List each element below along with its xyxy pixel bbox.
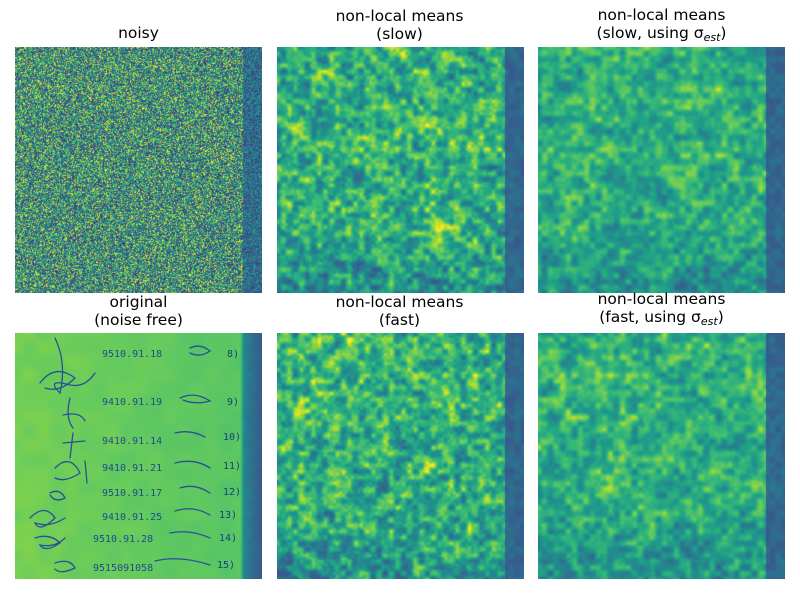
handwritten-date: 9410.91.14 bbox=[102, 436, 163, 447]
title-close: ) bbox=[720, 24, 727, 42]
original-image bbox=[15, 333, 262, 579]
handwriting-scribbles bbox=[29, 337, 212, 573]
title-line: noisy bbox=[118, 24, 159, 42]
image-panel-nlm-fast-est bbox=[538, 333, 785, 579]
noisy-image bbox=[15, 47, 262, 293]
title-line: (noise free) bbox=[94, 311, 183, 329]
row-index: 12) bbox=[223, 487, 242, 498]
title-line: (slow) bbox=[376, 25, 423, 43]
title-line: (fast, using σ bbox=[599, 308, 701, 326]
sigma-subscript: est bbox=[703, 31, 721, 44]
panel-title-nlm-fast: non-local means (fast) bbox=[276, 293, 523, 329]
handwritten-date: 9510.91.18 bbox=[102, 349, 163, 360]
row-index: 9) bbox=[227, 397, 240, 408]
handwritten-date: 9510.91.17 bbox=[102, 488, 163, 499]
nlm-slow-est-image bbox=[538, 47, 785, 293]
title-line: non-local means bbox=[335, 7, 464, 25]
row-index: 13) bbox=[219, 510, 238, 521]
title-line: (fast) bbox=[378, 311, 421, 329]
panel-title-nlm-slow: non-local means (slow) bbox=[276, 7, 523, 43]
title-close: ) bbox=[717, 308, 724, 326]
row-index: 11) bbox=[223, 461, 242, 472]
handwritten-date: 9515091058 bbox=[93, 563, 154, 574]
sigma-subscript: est bbox=[700, 315, 718, 328]
nlm-slow-image bbox=[277, 47, 524, 293]
handwritten-date: 9510.91.28 bbox=[93, 534, 154, 545]
nlm-fast-est-image bbox=[538, 333, 785, 579]
title-line: (slow, using σ bbox=[596, 24, 704, 42]
handwritten-date: 9410.91.25 bbox=[102, 512, 163, 523]
image-panel-noisy bbox=[15, 47, 262, 293]
panel-title-nlm-slow-est: non-local means (slow, using σest) bbox=[538, 6, 785, 44]
image-panel-nlm-slow bbox=[277, 47, 524, 293]
title-line: non-local means bbox=[597, 6, 726, 24]
image-panel-nlm-slow-est bbox=[538, 47, 785, 293]
panel-title-noisy: noisy bbox=[15, 24, 262, 42]
row-index: 8) bbox=[227, 349, 240, 360]
row-index: 10) bbox=[223, 432, 242, 443]
handwritten-date: 9410.91.19 bbox=[102, 397, 163, 408]
panel-title-nlm-fast-est: non-local means (fast, using σest) bbox=[538, 290, 785, 328]
title-line: original bbox=[109, 293, 168, 311]
handwritten-date: 9410.91.21 bbox=[102, 463, 163, 474]
nlm-fast-image bbox=[277, 333, 524, 579]
image-panel-nlm-fast bbox=[277, 333, 524, 579]
row-index: 14) bbox=[219, 533, 238, 544]
panel-title-original: original (noise free) bbox=[15, 293, 262, 329]
title-line: non-local means bbox=[335, 293, 464, 311]
title-line: non-local means bbox=[597, 290, 726, 308]
row-index: 15) bbox=[217, 560, 236, 571]
image-panel-original: 9510.91.18 9410.91.19 9410.91.14 9410.91… bbox=[15, 333, 262, 579]
